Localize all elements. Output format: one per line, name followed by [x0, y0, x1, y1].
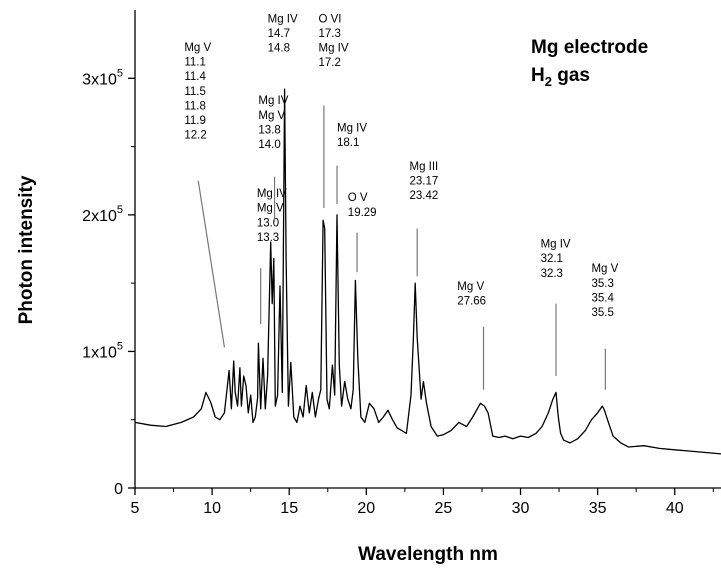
x-axis-label: Wavelength nm [358, 544, 498, 565]
peak-annotation-line: 19.29 [348, 207, 377, 219]
peak-annotation-line: 35.3 [591, 278, 613, 290]
x-tick-label: 5 [131, 500, 140, 517]
peak-annotation: O V 19.29 [348, 192, 377, 273]
spectrum-line [134, 88, 721, 455]
peak-annotation-line: 17.3 [319, 28, 341, 40]
peak-annotation: Mg V 27.66 [457, 281, 486, 390]
peak-annotation-line: 11.5 [184, 86, 206, 98]
y-tick-label-exponent: 5 [117, 340, 123, 352]
x-tick-label: 15 [280, 500, 298, 517]
y-tick-label: 1x105 [82, 340, 123, 361]
x-tick-label: 35 [589, 500, 607, 517]
peak-annotation-line: 13.8 [258, 124, 280, 136]
x-tick-label: 40 [666, 500, 684, 517]
inset-title: Mg electrode H2 gas [531, 37, 648, 89]
peak-annotation: O VI 17.3 Mg IV 17.2 [319, 13, 349, 209]
peak-annotation: Mg IV Mg V 13.0 13.3 [257, 188, 287, 325]
peak-annotation-line: 11.9 [184, 115, 206, 127]
peak-annotation-line: O V [348, 192, 368, 204]
peak-annotation-line: 13.3 [257, 232, 279, 244]
peak-annotation-line: 35.5 [591, 307, 613, 319]
y-tick-label-base: 1x10 [82, 344, 117, 361]
peak-annotation-line: Mg IV [258, 95, 288, 107]
inset-title-line1: Mg electrode [531, 37, 648, 58]
peak-annotation: Mg III 23.17 23.42 [409, 161, 438, 277]
peak-annotation-line: 14.8 [268, 42, 290, 54]
x-tick-label: 25 [435, 500, 453, 517]
peak-annotation-line: Mg IV [319, 42, 349, 54]
peak-annotation-line: Mg IV [268, 13, 298, 25]
inset-title-line2-rest: gas [552, 65, 590, 86]
peak-annotation-line: Mg IV [337, 123, 367, 135]
y-tick-label: 0 [114, 481, 123, 498]
peak-pointer-line [197, 180, 226, 348]
peak-annotation-line: 14.0 [258, 139, 280, 151]
y-tick-label: 2x105 [82, 204, 123, 225]
y-axis-label: Photon intensity [16, 175, 37, 324]
peak-annotation-line: Mg V [591, 263, 618, 275]
peak-annotation: Mg IV Mg V 13.8 14.0 [258, 95, 289, 222]
peak-annotation: Mg V 35.3 35.4 35.5 [591, 263, 619, 390]
peak-annotation-line: 12.2 [184, 130, 206, 142]
peak-annotation-line: Mg V [457, 281, 484, 293]
peak-annotation-line: O VI [319, 13, 342, 25]
peak-annotation-line: 14.7 [268, 28, 290, 40]
peak-annotation-line: 18.1 [337, 137, 359, 149]
peak-annotation: Mg IV 32.1 32.3 [541, 239, 571, 377]
x-tick-label: 20 [357, 500, 375, 517]
peak-annotation-line: 23.42 [409, 190, 438, 202]
peak-annotation: Mg IV 18.1 [336, 123, 367, 204]
peak-annotation-line: 11.1 [184, 57, 206, 69]
peak-annotation-line: 11.8 [184, 100, 206, 112]
inset-title-line2-base: H [531, 65, 545, 86]
y-tick-label: 3x105 [82, 67, 123, 88]
peak-annotation-line: 27.66 [457, 296, 486, 308]
peak-annotation: Mg V 11.1 11.4 11.5 11.8 11.9 12.2 [184, 42, 226, 348]
peak-annotation-line: 23.17 [409, 175, 438, 187]
peak-annotation-line: 32.3 [541, 268, 563, 280]
peak-annotation: Mg IV 14.7 14.8 [268, 13, 298, 54]
y-tick-label-exponent: 5 [117, 67, 123, 79]
x-tick-label: 30 [512, 500, 530, 517]
peak-annotation-line: 11.4 [184, 71, 206, 83]
inset-title-line2: H2 gas [531, 65, 590, 89]
peak-annotation-line: Mg V [257, 203, 284, 215]
peak-annotation-line: Mg III [409, 161, 438, 173]
peak-annotation-line: Mg V [184, 42, 211, 54]
x-tick-label: 10 [203, 500, 221, 517]
peak-annotation-line: Mg IV [257, 188, 287, 200]
peak-annotation-line: 13.0 [257, 217, 279, 229]
peak-annotation-line: Mg IV [541, 239, 571, 251]
y-tick-label-base: 2x10 [82, 208, 117, 225]
peak-annotation-line: 17.2 [319, 57, 341, 69]
y-tick-label-base: 0 [114, 481, 123, 498]
peak-annotation-line: 32.1 [541, 253, 563, 265]
y-tick-label-exponent: 5 [117, 204, 123, 216]
peak-annotation-line: 35.4 [591, 292, 614, 304]
inset-title-line2-sub: 2 [545, 74, 552, 89]
peak-annotation-line: Mg V [258, 110, 285, 122]
y-tick-label-base: 3x10 [82, 71, 117, 88]
